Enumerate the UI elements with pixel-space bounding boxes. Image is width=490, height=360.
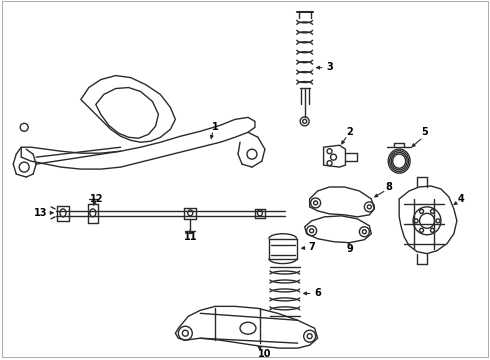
- Text: 11: 11: [184, 232, 197, 242]
- Text: 4: 4: [458, 194, 464, 204]
- Text: 10: 10: [258, 349, 271, 359]
- Text: 9: 9: [346, 244, 353, 254]
- Text: 6: 6: [314, 288, 321, 298]
- Text: 8: 8: [386, 182, 392, 192]
- Text: 7: 7: [308, 242, 315, 252]
- Text: 12: 12: [90, 194, 103, 204]
- Text: 2: 2: [346, 127, 353, 137]
- Text: 1: 1: [212, 122, 219, 132]
- Text: 3: 3: [326, 62, 333, 72]
- Text: 13: 13: [34, 208, 48, 218]
- Text: 5: 5: [422, 127, 428, 137]
